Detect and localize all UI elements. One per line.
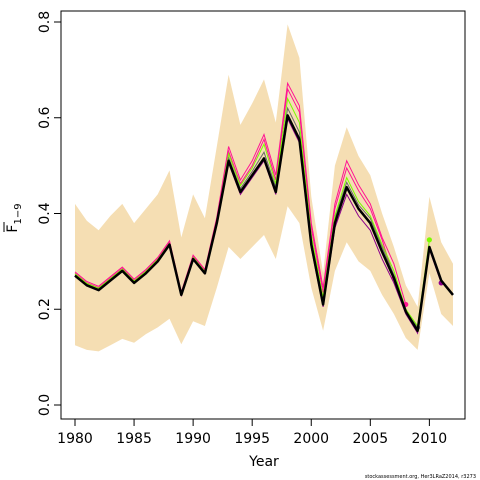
- plot-area: [74, 24, 454, 352]
- x-tick-label: 2000: [293, 431, 329, 447]
- x-tick-label: 1995: [234, 431, 270, 447]
- retro-series-line: [74, 81, 407, 305]
- y-axis-title-main: F: [5, 225, 21, 233]
- svg-text:F1−9: F1−9: [5, 203, 24, 232]
- retro-series-line: [74, 96, 430, 328]
- y-tick-label: 0.2: [37, 298, 53, 320]
- x-tick-label: 2010: [412, 431, 448, 447]
- y-tick-label: 0.6: [37, 107, 53, 129]
- y-tick-label: 0.0: [37, 394, 53, 416]
- y-tick-label: 0.4: [37, 202, 53, 224]
- x-tick-label: 1985: [116, 431, 152, 447]
- x-tick-label: 1990: [175, 431, 211, 447]
- y-axis-title: F1−9: [3, 203, 24, 233]
- confidence-band: [75, 24, 453, 352]
- plot-frame: [60, 10, 466, 420]
- axes: 1980 1985 1990 1995 2000 2005 2010 0.0 0.2 0.4 0.6…: [37, 10, 466, 447]
- x-tick-label: 1980: [57, 431, 93, 447]
- y-tick-label: 0.8: [37, 11, 53, 33]
- credit-text: stockassessment.org, Her3LRaZ2014, r3273: [365, 474, 476, 480]
- x-tick-label: 2005: [352, 431, 388, 447]
- x-axis-title: Year: [248, 454, 279, 470]
- retro-series-endpoint: [426, 237, 432, 243]
- main-series-line: [74, 114, 454, 333]
- y-axis-title-subscript: 1−9: [13, 203, 24, 224]
